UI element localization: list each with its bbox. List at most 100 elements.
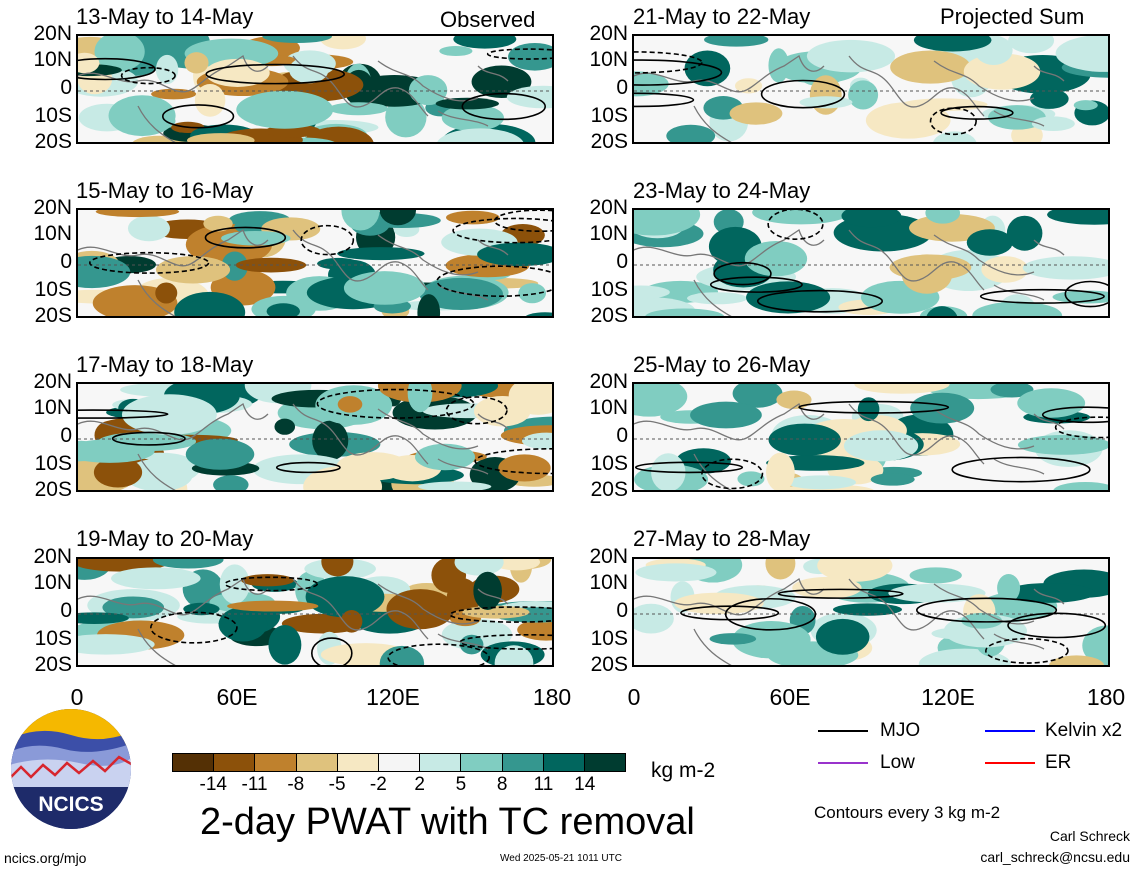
lat-label: 10S [590, 278, 628, 301]
colorbar-tick-label: -11 [241, 774, 268, 795]
colorbar-swatch [378, 754, 421, 771]
map-projected-2 [632, 208, 1110, 318]
lat-label: 10S [590, 627, 628, 650]
lat-label: 20N [33, 370, 72, 393]
colorbar-tick-label: -2 [369, 774, 387, 795]
map-observed-4 [76, 557, 554, 667]
map-observed-1 [76, 34, 554, 144]
colorbar-swatch [502, 754, 544, 771]
lat-label: 0 [616, 424, 628, 447]
author-email: carl_schreck@ncsu.edu [980, 849, 1130, 865]
observed-tag: Observed [440, 7, 536, 32]
lat-label: 10N [589, 571, 628, 594]
panel-title: 19-May to 20-May [76, 526, 254, 551]
lat-label: 10S [34, 452, 72, 475]
legend-line-er [985, 762, 1035, 764]
lat-label: 0 [616, 76, 628, 99]
panel-title: 13-May to 14-May [76, 4, 254, 29]
legend-line-mjo [818, 730, 868, 732]
colorbar-swatch [255, 754, 297, 771]
colorbar-tick-label: 14 [574, 774, 596, 795]
colorbar-tick-label: 5 [455, 774, 467, 795]
lon-label: 180 [532, 684, 572, 710]
lat-label: 20N [589, 196, 628, 219]
colorbar-tick-label: 11 [533, 774, 554, 795]
colorbar-swatch [173, 754, 215, 771]
projected-tag: Projected Sum [940, 4, 1085, 29]
ncics-logo: NCICS [9, 707, 133, 831]
colorbar-swatch [214, 754, 256, 771]
lat-label: 10N [589, 48, 628, 71]
map-observed-3 [76, 382, 554, 492]
lat-label: 0 [60, 76, 72, 99]
panel-title: 25-May to 26-May [633, 352, 811, 377]
lon-label: 120E [921, 684, 975, 710]
map-projected-4 [632, 557, 1110, 667]
colorbar-swatch [296, 754, 338, 771]
lat-label: 10S [590, 104, 628, 127]
site-link[interactable]: ncics.org/mjo [4, 850, 87, 866]
map-projected-1 [632, 34, 1110, 144]
contour-note: Contours every 3 kg m-2 [814, 803, 1001, 822]
lon-label: 60E [769, 684, 811, 710]
panel-title: 17-May to 18-May [76, 352, 254, 377]
lat-label: 10S [34, 104, 72, 127]
figure-title: 2-day PWAT with TC removal [200, 801, 695, 843]
lat-label: 20N [33, 545, 72, 568]
colorbar-swatch [420, 754, 462, 771]
lat-label: 20N [589, 545, 628, 568]
lat-label: 0 [60, 424, 72, 447]
map-projected-3 [632, 382, 1110, 492]
lat-label: 10N [589, 396, 628, 419]
lon-label: 180 [1086, 684, 1126, 710]
colorbar-swatch [461, 754, 503, 771]
legend-line-low [818, 762, 868, 764]
lat-label: 10N [33, 396, 72, 419]
lat-label: 0 [60, 599, 72, 622]
units-label: kg m-2 [651, 759, 716, 782]
lat-label: 10S [590, 452, 628, 475]
colorbar-swatch [584, 754, 626, 771]
lon-label: 0 [70, 684, 84, 710]
colorbar-swatch [337, 754, 379, 771]
map-observed-2 [76, 208, 554, 318]
lat-label: 0 [60, 250, 72, 273]
lat-label: 10N [33, 222, 72, 245]
lat-label: 20S [590, 478, 628, 501]
lat-label: 0 [616, 599, 628, 622]
lat-label: 20S [590, 130, 628, 153]
lat-label: 20N [33, 22, 72, 45]
panel-title: 15-May to 16-May [76, 178, 254, 203]
colorbar-tick-label: 8 [496, 774, 508, 795]
lat-label: 10N [33, 48, 72, 71]
legend-label-kelvin: Kelvin x2 [1045, 720, 1123, 741]
colorbar-tick-label: -14 [199, 774, 227, 795]
lat-label: 20S [34, 653, 72, 676]
lat-label: 20S [34, 130, 72, 153]
lat-label: 10N [589, 222, 628, 245]
lat-label: 20S [34, 478, 72, 501]
lon-label: 120E [366, 684, 420, 710]
colorbar-tick-label: 2 [414, 774, 425, 795]
legend-label-low: Low [880, 752, 915, 773]
lat-label: 10N [33, 571, 72, 594]
colorbar [172, 753, 626, 772]
colorbar-tick-label: -8 [287, 774, 305, 795]
lat-label: 20S [34, 304, 72, 327]
panel-title: 21-May to 22-May [633, 4, 811, 29]
colorbar-tick-label: -5 [328, 774, 346, 795]
lat-label: 20N [33, 196, 72, 219]
lat-label: 10S [34, 627, 72, 650]
lat-label: 20S [590, 304, 628, 327]
legend-label-er: ER [1045, 752, 1072, 773]
lon-label: 60E [216, 684, 258, 710]
panel-title: 23-May to 24-May [633, 178, 811, 203]
lon-label: 0 [627, 684, 641, 710]
author: Carl Schreck [1049, 828, 1130, 844]
lat-label: 20N [589, 22, 628, 45]
legend-label-mjo: MJO [880, 720, 921, 741]
colorbar-swatch [543, 754, 585, 771]
panel-title: 27-May to 28-May [633, 526, 811, 551]
lat-label: 20N [589, 370, 628, 393]
lat-label: 20S [590, 653, 628, 676]
